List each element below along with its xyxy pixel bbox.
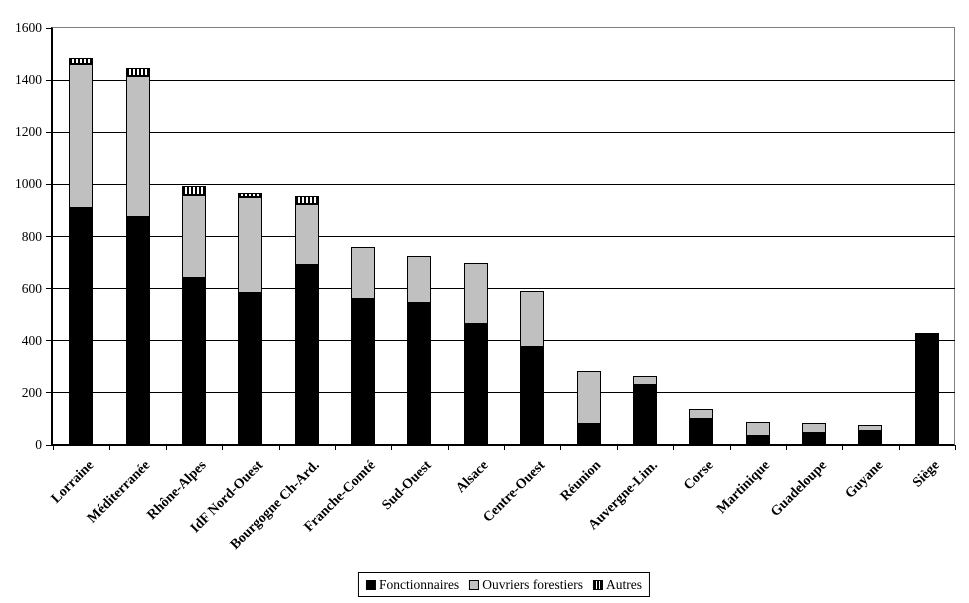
x-axis-tick: [616, 445, 618, 450]
legend-label-ouvriers-forestiers: Ouvriers forestiers: [482, 576, 584, 592]
bar-segment-fonctionnaires: [407, 302, 432, 445]
gridline: [53, 79, 955, 81]
gridline: [53, 236, 955, 237]
bar-segment-ouvriers-forestiers: [125, 76, 150, 217]
bar-segment-ouvriers-forestiers: [294, 203, 319, 266]
y-axis-tick: [46, 288, 53, 290]
x-axis-tick: [278, 445, 280, 450]
x-axis-tick: [955, 445, 956, 450]
x-axis-tick: [109, 445, 111, 450]
legend-swatch-autres-icon: [593, 579, 604, 590]
bar-segment-fonctionnaires: [632, 385, 657, 445]
y-axis-tick: [46, 27, 53, 29]
legend-swatch-fonctionnaires-icon: [365, 579, 376, 590]
x-axis-label: Corse: [681, 458, 717, 494]
legend-item-fonctionnaires: Fonctionnaires: [365, 576, 460, 593]
x-axis-tick: [673, 445, 675, 450]
gridline: [53, 392, 955, 394]
bar-segment-ouvriers-forestiers: [689, 408, 714, 419]
bar-segment-fonctionnaires: [520, 347, 545, 445]
bar-segment-fonctionnaires: [689, 418, 714, 445]
bar-segment-ouvriers-forestiers: [520, 291, 545, 348]
y-axis-tick: [46, 392, 53, 394]
x-axis-tick: [447, 445, 449, 450]
y-axis-tick: [46, 79, 53, 81]
gridline: [53, 131, 955, 133]
bar-segment-ouvriers-forestiers: [858, 425, 883, 431]
bar-segment-ouvriers-forestiers: [576, 370, 601, 425]
x-axis-label: Lorraine: [48, 458, 97, 507]
x-axis-label: Réunion: [557, 458, 605, 505]
x-axis-tick: [504, 445, 505, 450]
y-axis-tick: [46, 444, 53, 446]
y-axis-tick: [46, 340, 53, 342]
y-axis-label: 0: [35, 437, 42, 452]
bar-segment-fonctionnaires: [69, 207, 94, 445]
bar-segment-fonctionnaires: [351, 299, 376, 445]
x-axis-tick: [165, 445, 167, 450]
legend-label-autres: Autres: [606, 576, 643, 592]
bar-segment-ouvriers-forestiers: [463, 262, 488, 324]
x-axis-tick: [729, 445, 731, 450]
y-axis-label: 1200: [15, 124, 42, 140]
y-axis-label: 800: [21, 228, 42, 244]
legend-label-fonctionnaires: Fonctionnaires: [378, 576, 460, 592]
legend: Fonctionnaires Ouvriers forestiers Autre…: [357, 572, 651, 597]
gridline: [53, 183, 955, 185]
x-axis-label: Martinique: [714, 458, 774, 518]
x-axis-label: Guadeloupe: [767, 458, 830, 520]
bar-segment-ouvriers-forestiers: [69, 64, 94, 208]
x-axis-label: Alsace: [453, 458, 492, 497]
bar-segment-fonctionnaires: [125, 216, 150, 445]
bar-segment-fonctionnaires: [463, 323, 488, 445]
x-axis-tick: [334, 445, 336, 450]
y-axis-label: 600: [21, 280, 42, 296]
bar-segment-ouvriers-forestiers: [745, 421, 770, 436]
bar-segment-ouvriers-forestiers: [238, 197, 263, 293]
y-axis-label: 1000: [15, 176, 42, 192]
x-axis-tick: [785, 445, 787, 450]
bar-segment-autres: [181, 185, 206, 195]
bar-segment-autres: [294, 196, 319, 204]
x-axis-tick: [560, 445, 562, 450]
y-axis-label: 400: [21, 332, 42, 348]
gridline: [53, 340, 955, 342]
x-axis-label: Sud-Ouest: [379, 458, 436, 514]
bar-segment-fonctionnaires: [802, 433, 827, 445]
bar-segment-fonctionnaires: [914, 332, 939, 445]
y-axis-label: 1600: [15, 20, 42, 35]
legend-item-autres: Autres: [593, 577, 642, 593]
bar-segment-fonctionnaires: [181, 278, 206, 445]
bar-segment-autres: [125, 68, 150, 77]
bar-segment-ouvriers-forestiers: [632, 375, 657, 386]
x-axis-label: Guyane: [842, 458, 887, 502]
bar-segment-ouvriers-forestiers: [407, 256, 432, 303]
bar-segment-ouvriers-forestiers: [351, 246, 376, 300]
y-axis-tick: [46, 131, 53, 133]
x-axis-tick: [222, 445, 224, 450]
bar-segment-fonctionnaires: [576, 424, 601, 445]
bar-segment-ouvriers-forestiers: [181, 194, 206, 279]
gridline: [53, 288, 955, 290]
bar-segment-ouvriers-forestiers: [802, 422, 827, 434]
y-axis-tick: [46, 183, 53, 185]
x-axis-tick: [53, 445, 54, 450]
bar-segment-fonctionnaires: [238, 292, 263, 445]
bar-segment-fonctionnaires: [858, 430, 883, 445]
bar-segment-fonctionnaires: [745, 435, 770, 445]
bar-segment-fonctionnaires: [294, 265, 319, 445]
legend-swatch-ouvriers-forestiers-icon: [469, 579, 480, 590]
y-axis-tick: [46, 236, 53, 237]
x-axis-tick: [842, 445, 844, 450]
x-axis-label: Siège: [909, 458, 943, 491]
bar-segment-autres: [69, 57, 94, 65]
x-axis-tick: [391, 445, 393, 450]
legend-item-ouvriers-forestiers: Ouvriers forestiers: [469, 577, 583, 593]
y-axis-label: 1400: [15, 72, 42, 88]
bar-segment-autres: [238, 193, 263, 198]
x-axis-tick: [898, 445, 900, 450]
y-axis-label: 200: [21, 384, 42, 400]
